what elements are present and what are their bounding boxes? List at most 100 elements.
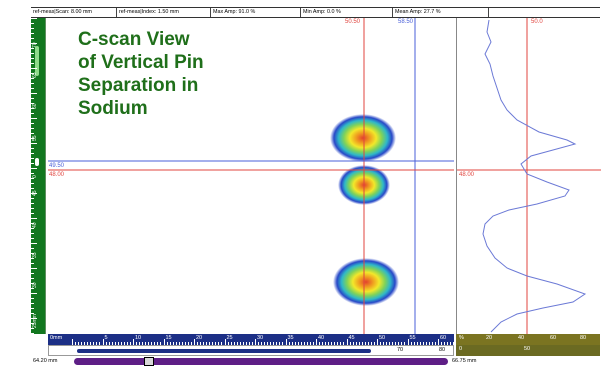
scan-range-slider[interactable] — [74, 357, 448, 366]
blue-horizontal-cursor-value: 49.50 — [49, 163, 65, 169]
haxis-label: 25 — [226, 335, 233, 341]
haxis-tick — [309, 342, 311, 345]
haxis-tick — [319, 342, 321, 345]
profile-axis-label-40: 40 — [518, 335, 525, 341]
haxis-tick — [343, 342, 345, 345]
vaxis-tick — [31, 138, 34, 139]
haxis-tick — [111, 342, 113, 345]
haxis-tick — [279, 342, 281, 345]
haxis-tick — [261, 342, 263, 345]
haxis-tick — [242, 342, 244, 345]
vaxis-tick — [31, 73, 34, 74]
haxis-tick — [203, 342, 205, 345]
haxis-tick — [395, 342, 397, 345]
haxis-tick — [441, 342, 443, 345]
haxis-tick — [87, 342, 89, 345]
haxis-tick — [407, 339, 409, 345]
haxis-label: 60 — [440, 335, 447, 341]
red-horizontal-cursor-value: 48.00 — [49, 172, 65, 178]
vaxis-tick — [31, 83, 34, 84]
vaxis-tick — [31, 23, 34, 24]
vaxis-tick — [31, 93, 37, 94]
view-title-line-4: Sodium — [78, 98, 148, 119]
profile-amplitude-ruler[interactable]: % 20 40 60 80 — [456, 334, 600, 345]
haxis-tick — [166, 342, 168, 345]
vaxis-tick — [31, 188, 34, 189]
haxis-tick — [349, 342, 351, 345]
horizontal-axis-ruler[interactable]: 0mm 5 10 15 20 25 30 35 40 45 50 55 60 — [48, 334, 470, 345]
vaxis-tick — [31, 63, 34, 64]
cscan-plot-area[interactable]: 50.50 58.50 49.50 48.00 — [48, 18, 454, 334]
vaxis-tick — [31, 258, 34, 259]
haxis-tick — [206, 342, 208, 345]
vaxis-tick — [31, 173, 34, 174]
vaxis-tick — [31, 238, 34, 239]
haxis-tick — [108, 342, 110, 345]
vaxis-tick — [31, 153, 34, 154]
haxis-tick — [303, 342, 305, 345]
vaxis-tick — [31, 53, 34, 54]
lower-pin-echo — [333, 258, 399, 306]
haxis-tick — [200, 342, 202, 345]
haxis-tick — [422, 342, 424, 345]
haxis-tick — [236, 342, 238, 345]
haxis-tick — [340, 342, 342, 345]
haxis-tick — [251, 342, 253, 345]
haxis-tick — [169, 342, 171, 345]
vaxis-tick — [31, 303, 34, 304]
haxis-tick — [126, 342, 128, 345]
vaxis-label-25mm: 25mm — [32, 314, 38, 328]
haxis-tick — [145, 342, 147, 345]
vertical-scroll-strip[interactable] — [45, 18, 48, 334]
haxis-tick — [367, 342, 369, 345]
vertical-axis-ruler[interactable]: 70 65 60 55 0 45 40 35 30 25mm — [31, 18, 45, 334]
haxis-tick — [447, 342, 449, 345]
haxis-tick — [114, 342, 116, 345]
vaxis-tick — [31, 293, 37, 294]
haxis-tick — [364, 342, 366, 345]
haxis-tick — [142, 342, 144, 345]
haxis-extra-label-80: 80 — [439, 347, 446, 353]
amplitude-profile-panel[interactable]: 48.00 50.0 — [456, 18, 601, 334]
vaxis-tick — [31, 128, 34, 129]
vaxis-tick — [31, 248, 34, 249]
haxis-tick — [306, 342, 308, 345]
horizontal-range-track[interactable] — [77, 349, 371, 353]
haxis-tick — [154, 342, 156, 345]
vaxis-tick — [31, 278, 34, 279]
haxis-tick — [221, 342, 223, 345]
vertical-position-marker[interactable] — [35, 158, 39, 166]
haxis-tick — [270, 342, 272, 345]
vaxis-tick — [31, 323, 34, 324]
haxis-tick — [398, 342, 400, 345]
amplitude-profile-chart — [457, 18, 601, 334]
horizontal-scroll-strip[interactable]: 70 80 — [48, 345, 454, 356]
readout-min-amp: Min Amp: 0.0 % — [301, 8, 393, 17]
haxis-tick — [392, 342, 394, 345]
haxis-tick — [227, 342, 229, 345]
haxis-tick — [139, 342, 141, 345]
haxis-tick — [352, 342, 354, 345]
haxis-extra-label-70: 70 — [397, 347, 404, 353]
vaxis-tick — [31, 88, 34, 89]
haxis-label: 15 — [165, 335, 172, 341]
vaxis-tick — [31, 78, 34, 79]
vertical-zoom-slider[interactable] — [35, 46, 39, 76]
haxis-tick — [157, 342, 159, 345]
vaxis-tick — [31, 33, 34, 34]
vaxis-tick — [31, 158, 34, 159]
profile-gain-strip[interactable]: 0 50 — [456, 345, 600, 356]
haxis-tick — [105, 342, 107, 345]
haxis-tick — [389, 342, 391, 345]
vaxis-tick — [31, 208, 34, 209]
haxis-tick — [431, 342, 433, 345]
readout-mean-amp: Mean Amp: 27.7 % — [393, 8, 489, 17]
haxis-tick — [386, 342, 388, 345]
haxis-tick — [129, 342, 131, 345]
vaxis-label-45: 45 — [32, 190, 38, 196]
scan-range-thumb[interactable] — [144, 357, 154, 366]
haxis-tick — [255, 339, 256, 345]
vaxis-tick — [31, 113, 34, 114]
haxis-tick — [377, 339, 378, 345]
